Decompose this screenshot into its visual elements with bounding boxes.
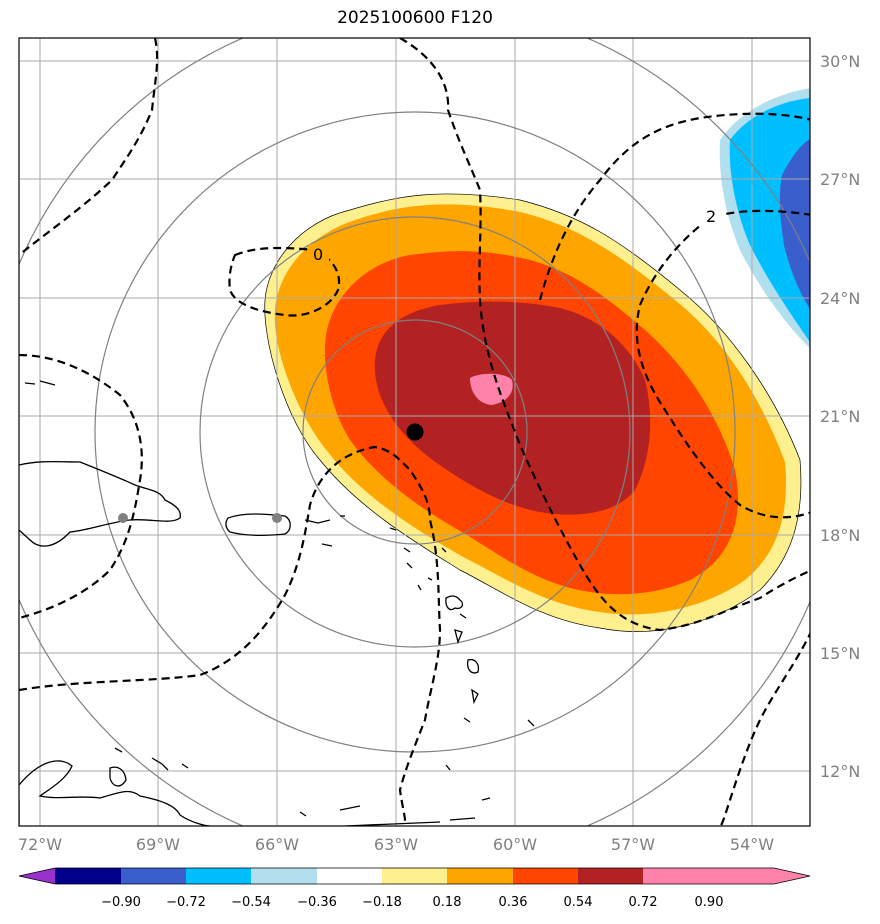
colorbar-segment xyxy=(55,868,121,884)
colorbar-extend-high xyxy=(774,868,810,884)
lat-label: 18°N xyxy=(820,526,860,545)
lat-label: 30°N xyxy=(820,52,860,71)
lat-label: 27°N xyxy=(820,170,860,189)
city-marker-san-juan xyxy=(272,513,282,523)
colorbar-segment xyxy=(447,868,513,884)
lon-label: 63°W xyxy=(374,835,418,854)
band-0.72-0.90 xyxy=(374,301,651,515)
colorbar-tick: 0.18 xyxy=(433,895,462,910)
colorbar-tick: −0.54 xyxy=(231,895,271,910)
coastlines xyxy=(19,380,535,826)
lon-label: 72°W xyxy=(18,835,62,854)
contour-west-loop xyxy=(19,353,143,620)
chart-title: 2025100600 F120 xyxy=(337,8,493,28)
range-rings xyxy=(19,38,810,826)
contour-south-loop xyxy=(19,445,442,826)
colorbar: −0.90 −0.72 −0.54 −0.36 −0.18 0.18 0.36 … xyxy=(18,867,811,910)
contour-label-bg xyxy=(702,205,722,225)
contour-label-two: 2 xyxy=(706,207,716,226)
lat-label: 12°N xyxy=(820,762,860,781)
colorbar-segment xyxy=(382,868,447,884)
lon-label: 66°W xyxy=(255,835,299,854)
band-neg-0.36-0.54 xyxy=(729,98,810,343)
colorbar-tick: 0.72 xyxy=(629,895,658,910)
anomaly-outline xyxy=(264,193,802,632)
map-frame xyxy=(18,37,811,827)
positive-anomaly-shading xyxy=(264,193,801,632)
lon-label: 69°W xyxy=(136,835,180,854)
contour-label-bg xyxy=(309,244,329,262)
colorbar-extend-low xyxy=(19,868,55,884)
dashed-contours xyxy=(19,38,810,826)
map-layers: 0 2 xyxy=(19,38,810,826)
lat-label: 15°N xyxy=(820,644,860,663)
colorbar-segment xyxy=(643,868,709,884)
colorbar-tick: −0.72 xyxy=(166,895,206,910)
band-above-0.90 xyxy=(470,373,513,405)
colorbar-tick: 0.36 xyxy=(499,895,528,910)
contour-north-east xyxy=(538,112,810,301)
longitude-labels: 72°W 69°W 66°W 63°W 60°W 57°W 54°W xyxy=(18,835,774,854)
latitude-labels: 30°N 27°N 24°N 21°N 18°N 15°N 12°N xyxy=(820,52,860,781)
lon-label: 57°W xyxy=(611,835,655,854)
contour-zero xyxy=(228,246,341,317)
colorbar-tick: −0.18 xyxy=(362,895,402,910)
lon-label: 54°W xyxy=(730,835,774,854)
contour-west-north xyxy=(19,38,159,256)
storm-center-marker xyxy=(406,423,424,441)
lon-label: 60°W xyxy=(493,835,537,854)
colorbar-segment xyxy=(578,868,643,884)
gridlines xyxy=(19,38,810,826)
contour-label-zero: 0 xyxy=(313,245,323,264)
lat-label: 21°N xyxy=(820,407,860,426)
colorbar-segment xyxy=(513,868,578,884)
colorbar-segment xyxy=(317,868,382,884)
colorbar-segment xyxy=(709,868,774,884)
contour-south-east xyxy=(719,631,810,826)
colorbar-tick: 0.54 xyxy=(564,895,593,910)
colorbar-segment xyxy=(186,868,251,884)
city-marker-santo-domingo xyxy=(118,513,128,523)
colorbar-outline xyxy=(18,867,811,885)
colorbar-segment xyxy=(251,868,317,884)
lat-label: 24°N xyxy=(820,289,860,308)
band-neg-0.54-0.72 xyxy=(779,138,810,309)
colorbar-tick: −0.90 xyxy=(101,895,141,910)
colorbar-tick: −0.36 xyxy=(297,895,337,910)
colorbar-segment xyxy=(121,868,186,884)
colorbar-tick: 0.90 xyxy=(695,895,724,910)
